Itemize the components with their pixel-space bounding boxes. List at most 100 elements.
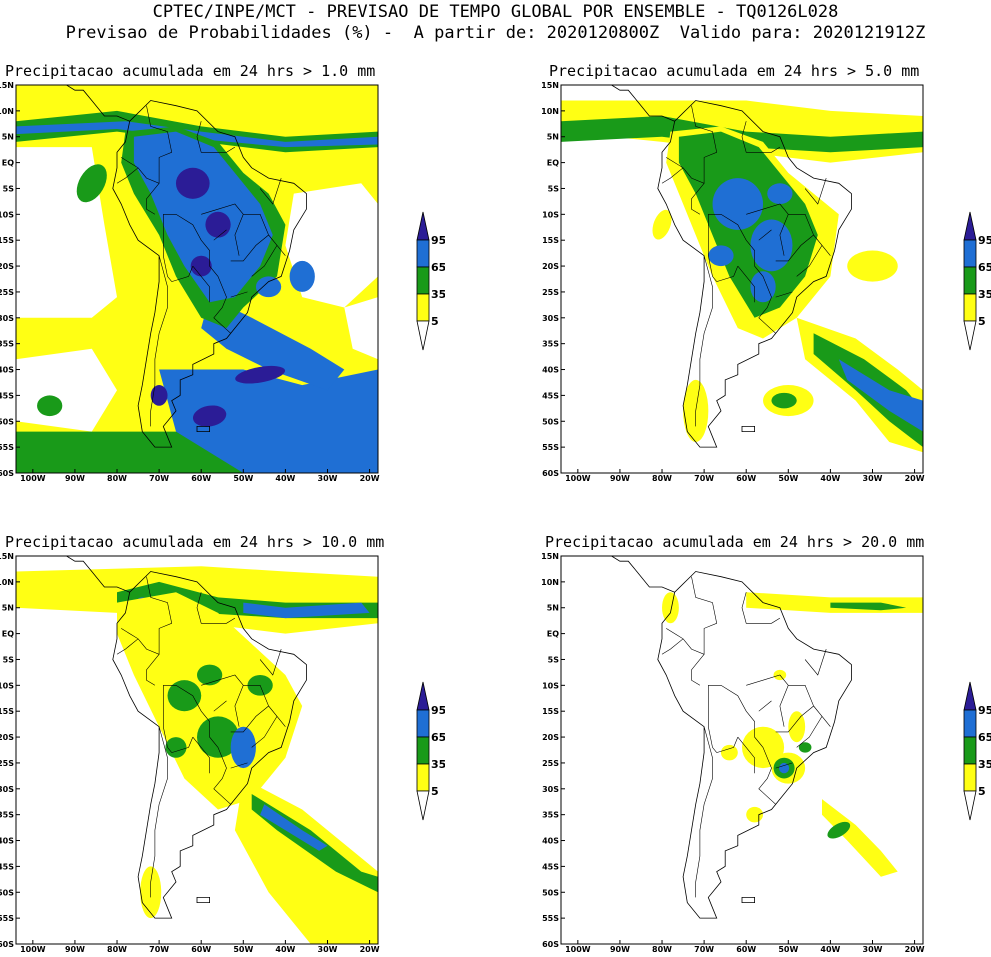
panel-1-map: 15N 10N 5N EQ 5S 10S 15S 20S 25S 30S 35S 40S 45S 50S 5… <box>0 81 380 483</box>
lon-label: 40W <box>275 945 295 954</box>
lat-label: 55S <box>0 914 14 923</box>
lon-label: 100W <box>565 474 591 483</box>
lat-label: 50S <box>0 417 14 426</box>
lon-label: 60W <box>736 945 756 954</box>
colorbar-bottom-triangle <box>416 320 430 351</box>
lat-label: 15N <box>541 81 559 90</box>
lon-label: 20W <box>360 474 380 483</box>
lat-label: 15S <box>542 236 559 245</box>
lon-label: 20W <box>905 945 925 954</box>
lat-label: EQ <box>2 159 14 168</box>
lat-label: 20S <box>542 262 559 271</box>
colorbar-top-triangle <box>963 681 977 711</box>
colorbar-label: 65 <box>978 261 991 274</box>
lon-label: 50W <box>233 945 253 954</box>
lat-label: 15S <box>0 236 14 245</box>
lon-label: 70W <box>149 474 169 483</box>
colorbar-segment <box>963 293 977 322</box>
lat-label: 45S <box>0 391 14 400</box>
lon-label: 40W <box>820 474 840 483</box>
lon-label: 50W <box>778 474 798 483</box>
lat-label: 55S <box>542 914 559 923</box>
lat-label: 60S <box>0 940 14 949</box>
colorbar-top-triangle <box>416 211 430 241</box>
lon-label: 20W <box>360 945 380 954</box>
lat-label: 40S <box>542 837 559 846</box>
lat-label: 10S <box>0 210 14 219</box>
lat-label: 45S <box>542 862 559 871</box>
lon-label: 80W <box>652 945 672 954</box>
lon-label: 40W <box>820 945 840 954</box>
lat-label: 15S <box>542 707 559 716</box>
lat-label: 5N <box>2 133 14 142</box>
lon-label: 30W <box>318 945 338 954</box>
lat-label: 60S <box>542 940 559 949</box>
coastline <box>611 556 852 919</box>
lat-label: 30S <box>542 314 559 323</box>
lat-label: 5S <box>548 655 560 664</box>
lat-label: 5N <box>2 604 14 613</box>
lat-label: 15N <box>541 552 559 561</box>
lat-label: 40S <box>0 837 14 846</box>
panel-3-map: 15N 10N 5N EQ 5S 10S 15S 20S 25S 30S 35S 40S 45S 50S 5… <box>0 552 380 954</box>
colorbar-label: 35 <box>431 758 445 771</box>
lon-label: 30W <box>318 474 338 483</box>
panel-4-map: 15N 10N 5N EQ 5S 10S 15S 20S 25S 30S 35S 40S 45S 50S 5… <box>541 552 925 954</box>
lat-label: 35S <box>0 340 14 349</box>
lon-label: 50W <box>778 945 798 954</box>
lat-label: 40S <box>542 366 559 375</box>
colorbar-segment <box>416 763 430 792</box>
lat-label: 25S <box>0 288 14 297</box>
lat-label: 35S <box>542 340 559 349</box>
lat-label: 55S <box>0 443 14 452</box>
lat-label: 35S <box>542 811 559 820</box>
colorbar-top-triangle <box>963 211 977 241</box>
lat-label: 5N <box>547 604 559 613</box>
colorbar-label: 65 <box>978 731 991 744</box>
lon-label: 90W <box>65 945 85 954</box>
lat-label: 40S <box>0 366 14 375</box>
lon-label: 70W <box>694 945 714 954</box>
lon-label: 100W <box>565 945 591 954</box>
colorbar-label: 35 <box>978 288 991 301</box>
panel-2-colorbar: 95 65 35 5 <box>962 210 991 359</box>
lat-label: 30S <box>0 314 14 323</box>
lat-label: 25S <box>542 759 559 768</box>
lon-label: 90W <box>65 474 85 483</box>
lat-label: EQ <box>2 630 14 639</box>
lat-label: 20S <box>542 733 559 742</box>
colorbar-segment <box>963 266 977 295</box>
lat-label: 50S <box>542 417 559 426</box>
lat-label: 15N <box>0 81 14 90</box>
lon-label: 20W <box>905 474 925 483</box>
colorbar-bottom-triangle <box>963 790 977 821</box>
colorbar-segment <box>416 293 430 322</box>
coastline <box>66 85 307 448</box>
colorbar-segment <box>963 736 977 765</box>
lat-label: 5S <box>3 184 15 193</box>
colorbar-label: 65 <box>431 261 445 274</box>
lon-label: 80W <box>652 474 672 483</box>
figure-subtitle: Previsao de Probabilidades (%) - A parti… <box>65 23 926 43</box>
lat-label: 60S <box>0 469 14 478</box>
colorbar-segment <box>963 239 977 268</box>
lat-label: 30S <box>542 785 559 794</box>
panel-2-title: Precipitacao acumulada em 24 hrs > 5.0 m… <box>549 62 920 80</box>
colorbar-segment <box>416 709 430 738</box>
colorbar-segment <box>416 239 430 268</box>
lat-label: 5S <box>548 184 560 193</box>
lon-label: 60W <box>191 945 211 954</box>
coastline <box>66 556 307 919</box>
lat-label: 10S <box>0 681 14 690</box>
colorbar-bottom-triangle <box>963 320 977 351</box>
precipitation-field <box>16 85 378 473</box>
lat-label: EQ <box>547 630 559 639</box>
lat-label: 50S <box>542 888 559 897</box>
precipitation-field <box>561 100 923 453</box>
lat-label: 55S <box>542 443 559 452</box>
colorbar-segment <box>963 709 977 738</box>
lat-label: 20S <box>0 733 14 742</box>
lon-label: 70W <box>149 945 169 954</box>
lon-label: 80W <box>107 945 127 954</box>
lat-label: 45S <box>542 391 559 400</box>
